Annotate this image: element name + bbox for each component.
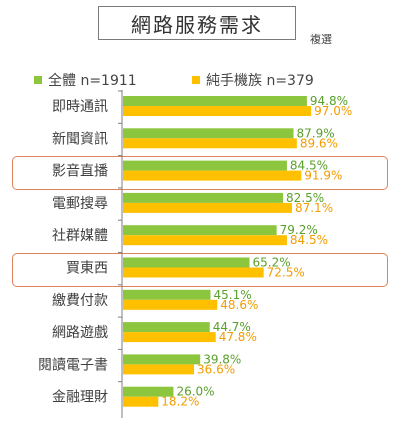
bar-mobile-only: [123, 138, 297, 149]
data-label-all: 79.2%: [280, 223, 318, 237]
category-label: 閱讀電子書: [38, 357, 108, 373]
category-label: 電郵搜尋: [52, 196, 108, 212]
category-label: 金融理財: [52, 390, 108, 406]
category-label: 網路遊戲: [52, 325, 108, 341]
bar-all: [123, 289, 211, 300]
legend-item-mobile-only: 純手機族 n=379: [192, 70, 314, 90]
data-label-all: 82.5%: [286, 191, 324, 205]
data-label-mobile-only: 87.1%: [295, 201, 333, 215]
bar-all: [123, 322, 210, 333]
multiple-choice-note: 複選: [310, 33, 332, 46]
bar-all: [123, 160, 287, 171]
category-label: 社群媒體: [52, 228, 108, 244]
bar-mobile-only: [123, 332, 216, 343]
legend-swatch-mobile-only: [192, 76, 200, 84]
bar-all: [123, 257, 250, 268]
bar-mobile-only: [123, 106, 312, 116]
data-label-mobile-only: 97.0%: [314, 104, 352, 118]
legend-swatch-all: [34, 76, 42, 84]
legend-label-mobile-only: 純手機族 n=379: [206, 73, 314, 89]
legend-item-all: 全體 n=1911: [34, 70, 137, 90]
bar-mobile-only: [123, 170, 302, 181]
category-label: 買東西: [66, 261, 108, 277]
bar-all: [123, 128, 294, 139]
data-label-mobile-only: 18.2%: [161, 395, 199, 409]
bar-all: [123, 225, 277, 236]
data-label-all: 45.1%: [213, 288, 251, 302]
bar-mobile-only: [123, 202, 292, 213]
category-label: 即時通訊: [52, 99, 108, 115]
data-label-all: 65.2%: [252, 256, 290, 270]
data-label-all: 84.5%: [290, 159, 328, 173]
data-label-mobile-only: 36.6%: [197, 362, 235, 376]
legend-label-all: 全體 n=1911: [48, 73, 137, 89]
data-label-mobile-only: 48.6%: [220, 298, 258, 312]
data-label-all: 87.9%: [297, 126, 335, 140]
data-label-all: 44.7%: [213, 320, 251, 334]
chart-title: 網路服務需求: [98, 6, 296, 40]
data-label-mobile-only: 84.5%: [290, 233, 328, 247]
data-label-all: 39.8%: [203, 352, 241, 366]
data-label-mobile-only: 72.5%: [267, 266, 305, 280]
bar-all: [123, 192, 284, 203]
bar-mobile-only: [123, 396, 159, 407]
highlight-box-shopping: [12, 253, 388, 287]
highlight-box-video-streaming: [12, 156, 388, 190]
category-label: 繳費付款: [52, 293, 108, 309]
bar-mobile-only: [123, 299, 218, 310]
category-label: 新聞資訊: [52, 131, 108, 147]
category-label: 影音直播: [52, 163, 108, 180]
bar-all: [123, 386, 174, 397]
bar-mobile-only: [123, 267, 264, 278]
bar-all: [123, 354, 201, 365]
data-label-mobile-only: 89.6%: [300, 136, 338, 150]
bar-mobile-only: [123, 364, 195, 375]
data-label-mobile-only: 47.8%: [219, 330, 257, 344]
data-label-all: 94.8%: [310, 94, 348, 108]
bar-mobile-only: [123, 235, 287, 246]
data-label-mobile-only: 91.9%: [304, 169, 342, 183]
data-label-all: 26.0%: [176, 385, 214, 399]
bar-all: [123, 96, 307, 106]
